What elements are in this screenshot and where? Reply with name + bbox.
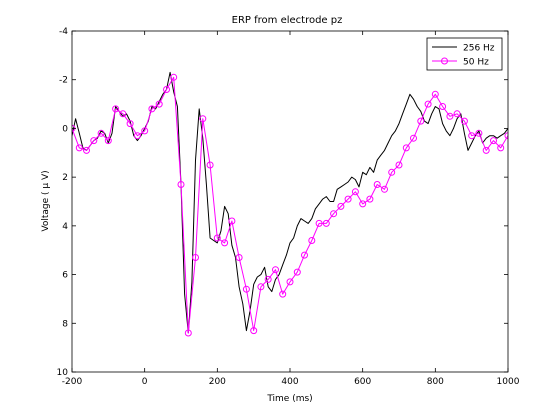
- data-point-50hz: [75, 144, 83, 152]
- y-tick-label: 10: [57, 368, 69, 378]
- x-tick-label: 0: [142, 377, 148, 387]
- legend-label-50hz: 50 Hz: [463, 58, 489, 68]
- y-tick-label: 6: [62, 271, 68, 281]
- data-point-50hz: [373, 181, 381, 188]
- data-point-50hz: [119, 110, 127, 118]
- legend: 256 Hz 50 Hz: [426, 37, 503, 71]
- series-line-50hz: [72, 76, 508, 334]
- data-point-50hz: [395, 161, 403, 169]
- legend-label-256hz: 256 Hz: [463, 44, 495, 54]
- chart-title: ERP from electrode pz: [232, 15, 343, 26]
- data-point-50hz: [104, 137, 112, 145]
- data-point-50hz: [315, 219, 323, 227]
- data-point-50hz: [184, 329, 192, 337]
- data-point-50hz: [90, 137, 98, 145]
- data-point-50hz: [286, 278, 294, 286]
- data-point-50hz: [155, 100, 163, 108]
- axes-background: [72, 31, 508, 372]
- x-tick-label: 800: [427, 377, 444, 387]
- data-point-50hz: [417, 117, 425, 125]
- data-point-50hz: [322, 219, 330, 227]
- data-point-50hz: [439, 103, 447, 110]
- data-point-50hz: [126, 120, 134, 128]
- data-point-50hz: [228, 217, 236, 225]
- data-point-50hz: [272, 266, 279, 274]
- y-tick-label: -4: [59, 27, 68, 37]
- data-point-50hz: [213, 234, 221, 242]
- data-point-50hz: [199, 115, 207, 123]
- data-point-50hz: [468, 132, 476, 140]
- data-point-50hz: [344, 195, 352, 203]
- data-point-50hz: [308, 237, 316, 244]
- y-tick-label: 2: [62, 173, 68, 183]
- data-point-50hz: [112, 105, 120, 113]
- data-point-50hz: [133, 132, 141, 140]
- data-point-50hz: [446, 112, 454, 120]
- y-axis: -4 -2 0 2 4 6 8 10: [57, 27, 508, 378]
- data-point-50hz: [177, 181, 185, 188]
- legend-box: [426, 37, 503, 71]
- x-tick-label: 600: [354, 377, 371, 387]
- data-point-50hz: [402, 144, 410, 152]
- data-point-50hz: [330, 210, 338, 218]
- data-point-50hz: [279, 290, 287, 298]
- y-axis-label: Voltage ( μ V): [41, 170, 51, 231]
- data-point-50hz: [170, 73, 178, 81]
- data-point-50hz: [221, 239, 229, 247]
- data-point-50hz: [497, 144, 505, 152]
- data-point-50hz: [97, 129, 105, 137]
- data-point-50hz: [148, 105, 156, 113]
- data-point-50hz: [192, 254, 199, 261]
- data-point-50hz: [482, 146, 490, 154]
- legend-marker-50hz: [441, 57, 448, 65]
- data-point-50hz: [250, 327, 258, 335]
- y-tick-label: 0: [62, 124, 68, 134]
- data-point-50hz: [381, 185, 388, 193]
- x-tick-label: 1000: [497, 377, 520, 387]
- data-point-50hz: [453, 110, 461, 118]
- x-tick-label: 400: [281, 377, 298, 387]
- data-point-50hz: [431, 90, 439, 98]
- x-tick-label: -200: [62, 377, 83, 387]
- data-point-50hz: [206, 161, 214, 169]
- data-point-50hz: [83, 146, 90, 154]
- x-axis-label: Time (ms): [266, 394, 312, 404]
- data-point-50hz: [504, 132, 508, 140]
- data-point-50hz: [475, 129, 483, 137]
- data-point-50hz: [410, 134, 417, 142]
- data-point-50hz: [460, 117, 468, 125]
- data-point-50hz: [264, 275, 272, 283]
- data-point-50hz: [337, 202, 345, 210]
- y-tick-label: -2: [59, 76, 68, 86]
- data-point-50hz: [424, 100, 432, 108]
- data-point-50hz: [366, 195, 374, 203]
- data-point-50hz: [235, 254, 243, 261]
- plot-area: -200 0 200 400 600 800 1000 -4 -2 0 2 4 6 8 10: [57, 27, 520, 387]
- data-point-50hz: [141, 127, 149, 135]
- data-point-50hz: [490, 137, 497, 145]
- data-point-50hz: [388, 168, 396, 176]
- data-point-50hz: [301, 251, 308, 259]
- y-tick-label: 4: [62, 222, 68, 232]
- data-point-50hz: [257, 283, 265, 291]
- data-point-50hz: [351, 188, 359, 196]
- x-axis: -200 0 200 400 600 800 1000: [62, 31, 520, 387]
- data-point-50hz: [293, 268, 301, 276]
- data-point-50hz: [242, 285, 250, 293]
- x-tick-label: 200: [209, 377, 226, 387]
- data-point-50hz: [359, 200, 367, 208]
- data-point-50hz: [163, 86, 170, 93]
- y-tick-label: 8: [62, 319, 68, 329]
